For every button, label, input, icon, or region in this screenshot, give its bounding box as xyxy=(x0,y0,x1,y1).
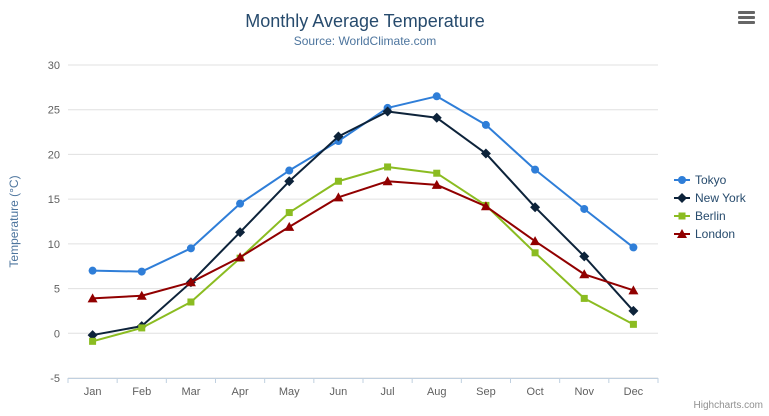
legend-label: London xyxy=(695,227,736,241)
chart-title: Monthly Average Temperature xyxy=(245,11,485,31)
x-tick-label: Dec xyxy=(624,386,644,398)
chart-subtitle: Source: WorldClimate.com xyxy=(293,34,437,48)
x-tick-label: Feb xyxy=(132,386,151,398)
x-tick-label: Mar xyxy=(181,386,200,398)
x-tick-label: Oct xyxy=(527,386,544,398)
legend: Tokyo New York Berlin London xyxy=(674,171,746,243)
x-tick-label: Aug xyxy=(427,386,447,398)
y-tick-label: -5 xyxy=(50,373,60,385)
y-tick-label: 20 xyxy=(48,149,60,161)
y-axis-grid: -5 0 5 10 15 20 25 30 xyxy=(48,60,658,385)
x-tick-label: Jan xyxy=(84,386,102,398)
legend-marker-circle-icon xyxy=(674,176,690,184)
y-tick-label: 15 xyxy=(48,194,60,206)
hamburger-menu-icon xyxy=(738,16,755,19)
hamburger-menu-icon xyxy=(738,11,755,14)
x-tick-label: May xyxy=(279,386,300,398)
export-menu-button[interactable] xyxy=(738,11,755,25)
legend-label: Tokyo xyxy=(695,173,727,187)
legend-marker-diamond-icon xyxy=(674,193,690,203)
y-tick-label: 10 xyxy=(48,239,60,251)
legend-marker-triangle-icon xyxy=(674,229,690,238)
legend-label: New York xyxy=(695,191,746,205)
hamburger-menu-icon xyxy=(738,21,755,24)
x-tick-label: Jul xyxy=(381,386,395,398)
legend-label: Berlin xyxy=(695,209,726,223)
y-axis-title: Temperature (°C) xyxy=(7,175,21,267)
legend-item-tokyo[interactable]: Tokyo xyxy=(674,171,746,189)
y-tick-label: 0 xyxy=(54,328,60,340)
legend-item-new-york[interactable]: New York xyxy=(674,189,746,207)
y-tick-label: 5 xyxy=(54,284,60,296)
x-tick-label: Sep xyxy=(476,386,496,398)
legend-item-london[interactable]: London xyxy=(674,225,746,243)
series-london[interactable] xyxy=(87,176,639,303)
x-tick-label: Jun xyxy=(330,386,348,398)
series-new-york[interactable] xyxy=(87,106,639,341)
legend-item-berlin[interactable]: Berlin xyxy=(674,207,746,225)
x-tick-label: Apr xyxy=(232,386,249,398)
x-tick-label: Nov xyxy=(574,386,594,398)
y-tick-label: 25 xyxy=(48,105,60,117)
x-axis: Jan Feb Mar Apr May Jun Jul Aug Sep Oct Nov Dec xyxy=(67,378,659,398)
legend-marker-square-icon xyxy=(674,212,690,220)
credits-link[interactable]: Highcharts.com xyxy=(693,400,763,411)
series-tokyo[interactable] xyxy=(88,92,638,276)
y-tick-label: 30 xyxy=(48,60,60,72)
